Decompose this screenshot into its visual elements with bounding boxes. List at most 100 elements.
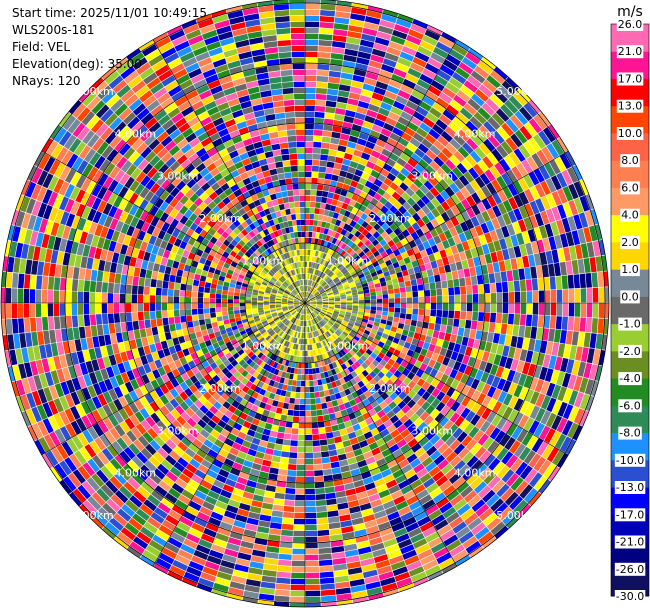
- velocity-gate: [358, 157, 368, 166]
- velocity-gate: [249, 255, 256, 262]
- velocity-gate: [250, 264, 257, 271]
- velocity-gate: [291, 361, 296, 368]
- velocity-gate: [281, 523, 294, 531]
- velocity-gate: [133, 490, 147, 503]
- velocity-gate: [258, 311, 265, 316]
- velocity-gate: [250, 42, 265, 51]
- velocity-gate: [212, 90, 225, 101]
- velocity-gate: [290, 232, 295, 239]
- velocity-gate: [383, 433, 393, 443]
- velocity-gate: [305, 350, 308, 357]
- velocity-gate: [138, 320, 145, 330]
- velocity-gate: [298, 243, 303, 250]
- velocity-gate: [431, 378, 440, 388]
- velocity-gate: [327, 88, 339, 96]
- velocity-gate: [113, 195, 123, 208]
- velocity-gate: [86, 398, 97, 412]
- velocity-gate: [260, 261, 267, 267]
- velocity-gate: [473, 430, 485, 442]
- velocity-gate: [468, 545, 484, 558]
- velocity-gate: [333, 332, 339, 339]
- velocity-gate: [218, 405, 228, 415]
- velocity-gate: [354, 169, 364, 177]
- velocity-gate: [290, 263, 294, 270]
- velocity-gate: [180, 225, 190, 234]
- velocity-gate: [220, 429, 230, 438]
- velocity-gate: [246, 210, 254, 218]
- velocity-gate: [76, 389, 86, 403]
- velocity-gate: [68, 340, 77, 353]
- velocity-gate: [434, 519, 449, 531]
- velocity-gate: [316, 511, 328, 519]
- velocity-gate: [150, 216, 160, 227]
- velocity-gate: [338, 84, 351, 92]
- velocity-gate: [90, 325, 98, 337]
- velocity-gate: [77, 291, 84, 303]
- velocity-gate: [529, 405, 541, 420]
- velocity-gate: [389, 443, 400, 453]
- velocity-gate: [297, 165, 305, 172]
- velocity-gate: [464, 346, 473, 357]
- velocity-gate: [258, 309, 264, 313]
- velocity-gate: [376, 363, 384, 371]
- velocity-gate: [42, 276, 49, 290]
- velocity-gate: [145, 382, 155, 393]
- velocity-gate: [123, 360, 132, 372]
- velocity-gate: [185, 340, 193, 348]
- velocity-gate: [390, 342, 398, 349]
- velocity-gate: [562, 388, 573, 404]
- velocity-gate: [300, 292, 303, 298]
- velocity-gate: [317, 529, 330, 537]
- velocity-gate: [285, 372, 290, 379]
- velocity-gate: [105, 131, 118, 145]
- velocity-gate: [197, 18, 214, 29]
- velocity-gate: [245, 143, 255, 152]
- velocity-gate: [240, 426, 249, 434]
- velocity-gate: [586, 303, 593, 318]
- velocity-gate: [6, 319, 13, 335]
- velocity-gate: [411, 427, 421, 438]
- velocity-gate: [56, 224, 66, 238]
- velocity-gate: [379, 527, 393, 537]
- velocity-gate: [286, 288, 291, 293]
- velocity-gate: [451, 390, 461, 401]
- velocity-gate: [278, 344, 284, 351]
- velocity-gate: [70, 406, 81, 420]
- velocity-gate: [319, 439, 328, 446]
- velocity-gate: [179, 205, 189, 215]
- velocity-gate: [413, 463, 425, 474]
- velocity-gate: [24, 274, 31, 289]
- velocity-gate: [377, 521, 391, 531]
- velocity-gate: [305, 141, 314, 148]
- velocity-gate: [225, 54, 240, 64]
- velocity-gate: [43, 262, 51, 276]
- velocity-gate: [114, 139, 127, 152]
- velocity-gate: [389, 374, 398, 383]
- velocity-gate: [550, 369, 560, 384]
- velocity-gate: [305, 261, 308, 267]
- velocity-gate: [365, 339, 372, 345]
- velocity-gate: [181, 489, 194, 500]
- velocity-gate: [260, 508, 273, 516]
- velocity-gate: [430, 408, 440, 419]
- velocity-gate: [247, 86, 260, 95]
- velocity-gate: [536, 441, 549, 456]
- velocity-gate: [201, 270, 208, 277]
- velocity-gate: [282, 87, 294, 95]
- velocity-gate: [361, 33, 376, 43]
- velocity-gate: [420, 348, 428, 357]
- velocity-gate: [221, 463, 232, 473]
- velocity-gate: [369, 370, 377, 379]
- velocity-gate: [277, 426, 286, 433]
- velocity-gate: [331, 131, 341, 139]
- velocity-gate: [321, 196, 328, 204]
- velocity-gate: [149, 287, 156, 296]
- velocity-gate: [531, 438, 544, 453]
- velocity-gate: [372, 325, 379, 331]
- velocity-gate: [246, 25, 262, 33]
- velocity-gate: [595, 333, 603, 350]
- velocity-gate: [77, 465, 91, 481]
- velocity-gate: [179, 516, 194, 527]
- velocity-gate: [489, 427, 501, 440]
- velocity-gate: [185, 432, 196, 443]
